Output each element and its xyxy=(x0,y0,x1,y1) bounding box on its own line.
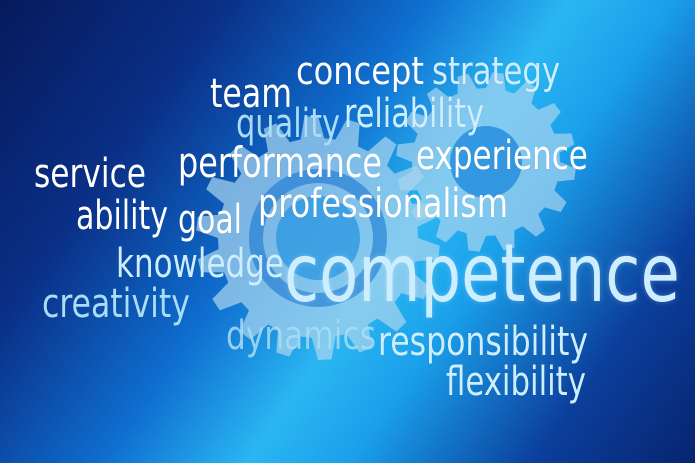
word-competence: competence xyxy=(284,227,680,320)
small-gear-icon xyxy=(396,72,576,252)
word-dynamics: dynamics xyxy=(226,313,376,359)
word-responsibility: responsibility xyxy=(378,319,589,365)
word-reliability: reliability xyxy=(344,91,485,137)
word-creativity: creativity xyxy=(42,281,190,327)
word-team: team xyxy=(210,71,292,117)
word-service: service xyxy=(34,151,147,197)
word-performance: performance xyxy=(178,138,382,187)
word-flexibility: flexibility xyxy=(446,359,586,405)
word-goal: goal xyxy=(178,197,242,243)
word-experience: experience xyxy=(416,133,588,179)
word-professionalism: professionalism xyxy=(258,181,508,227)
word-quality: quality xyxy=(236,101,341,147)
large-gear-icon xyxy=(196,116,440,360)
word-concept: concept xyxy=(296,49,425,93)
word-strategy: strategy xyxy=(432,49,561,93)
word-knowledge: knowledge xyxy=(116,241,284,287)
word-ability: ability xyxy=(76,193,168,239)
